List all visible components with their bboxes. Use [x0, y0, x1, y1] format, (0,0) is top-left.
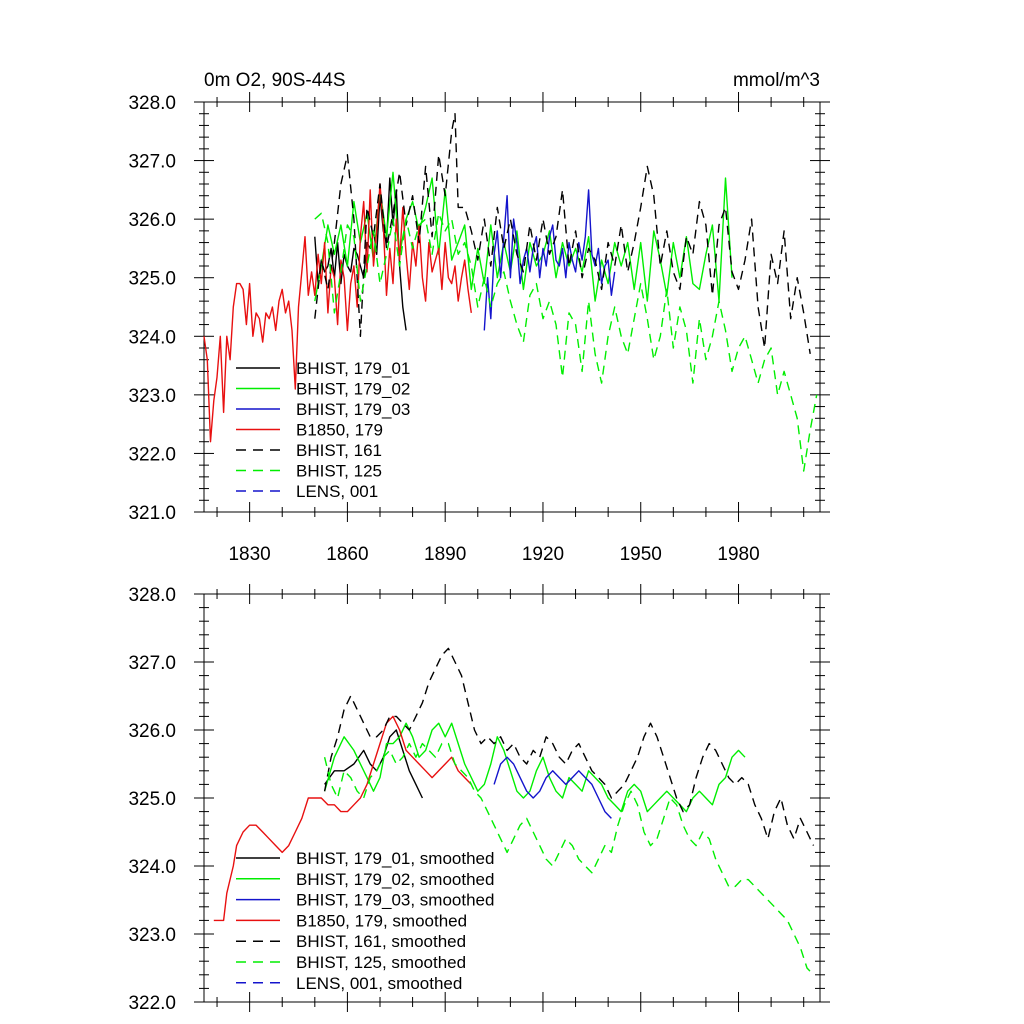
panel-bottom: 322.0 323.0 324.0 325.0 326.0 327.0 328.0 BHIS… [128, 584, 830, 1014]
plot-frame [203, 101, 821, 513]
y-tick-label: 323.0 [128, 386, 176, 407]
x-tick-label: 1890 [424, 544, 466, 565]
series-layer [213, 647, 815, 976]
legend-label: B1850, 179 [296, 421, 383, 440]
x-tick-label: 1980 [717, 544, 759, 565]
x-tick-label: 1830 [228, 544, 270, 565]
legend-label: B1850, 179, smoothed [296, 911, 467, 930]
legend-label: BHIST, 179_03 [296, 400, 410, 419]
panel-top: 0m O2, 90S-44S mmol/m^3 1830 1860 1890 1920… [128, 70, 830, 565]
series-layer [203, 112, 818, 472]
y-tick-label: 321.0 [128, 503, 176, 524]
legend-label: BHIST, 161, smoothed [296, 932, 466, 951]
legend-label: BHIST, 179_01, smoothed [296, 849, 494, 868]
legend-label: BHIST, 125, smoothed [296, 953, 466, 972]
series-line-2 [483, 189, 616, 331]
legend-label: BHIST, 179_02, smoothed [296, 870, 494, 889]
x-tick-label: 1920 [522, 544, 564, 565]
units-label: mmol/m^3 [733, 70, 820, 91]
y-tick-label: 326.0 [128, 210, 176, 231]
legend-label: BHIST, 179_02 [296, 380, 410, 399]
series-line-5 [314, 212, 818, 472]
y-tick-label: 328.0 [128, 93, 176, 114]
series-line-1 [323, 722, 746, 813]
y-tick-label: 327.0 [128, 152, 176, 173]
legend-label: BHIST, 179_03, smoothed [296, 891, 494, 910]
legend-label: LENS, 001, smoothed [296, 974, 462, 993]
legend: BHIST, 179_01, smoothed BHIST, 179_02, sm… [236, 849, 494, 993]
y-tick-label: 322.0 [128, 993, 176, 1014]
series-line-2 [493, 756, 612, 819]
legend-label: LENS, 001 [296, 482, 378, 501]
x-tick-label: 1860 [326, 544, 368, 565]
y-tick-label: 324.0 [128, 857, 176, 878]
series-line-1 [314, 171, 733, 302]
axis-ticks: 1830 1860 1890 1920 1950 1980 321.0 322.0 323.0 3… [128, 92, 830, 565]
y-tick-label: 327.0 [128, 653, 176, 674]
series-line-3 [203, 183, 472, 443]
y-tick-label: 323.0 [128, 925, 176, 946]
y-tick-label: 328.0 [128, 585, 176, 606]
series-line-4 [314, 112, 811, 355]
legend-label: BHIST, 161 [296, 441, 382, 460]
chart-title: 0m O2, 90S-44S [204, 70, 346, 91]
series-line-4 [323, 647, 815, 846]
y-tick-label: 322.0 [128, 444, 176, 465]
axis-ticks: 322.0 323.0 324.0 325.0 326.0 327.0 328.0 [128, 584, 830, 1014]
legend-label: BHIST, 179_01 [296, 359, 410, 378]
y-tick-label: 325.0 [128, 269, 176, 290]
series-line-3 [213, 715, 472, 922]
x-tick-label: 1950 [620, 544, 662, 565]
y-tick-label: 325.0 [128, 789, 176, 810]
y-tick-label: 326.0 [128, 721, 176, 742]
y-tick-label: 324.0 [128, 327, 176, 348]
legend-label: BHIST, 125 [296, 462, 382, 481]
